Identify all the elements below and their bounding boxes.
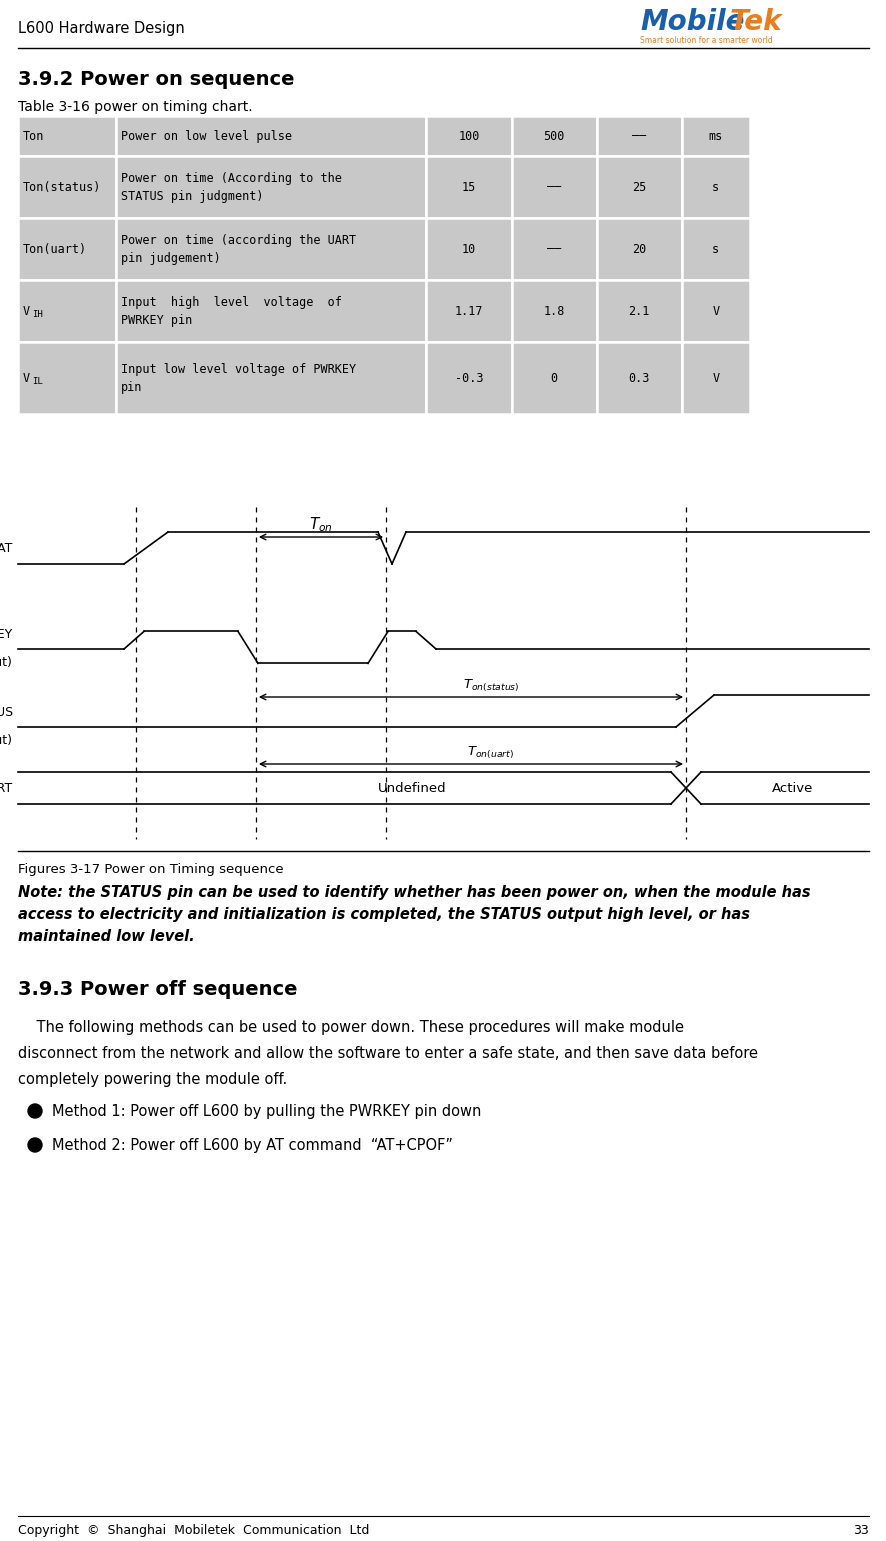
Text: UART: UART [0,781,13,795]
Text: Smart solution for a smarter world: Smart solution for a smarter world [640,35,772,45]
Bar [511,217,596,280]
Text: 10: 10 [462,242,476,256]
Bar [116,156,426,217]
Text: Tek: Tek [729,8,781,35]
Text: Undefined: Undefined [377,781,446,795]
Bar [681,280,749,342]
Bar [681,116,749,156]
Bar [681,217,749,280]
Text: VBAT: VBAT [0,541,13,555]
Bar [18,342,116,415]
Text: Ton(status): Ton(status) [23,180,101,194]
Text: PWRKEY: PWRKEY [0,629,13,641]
Bar [18,280,116,342]
Text: Mobile: Mobile [640,8,743,35]
Text: Table 3-16 power on timing chart.: Table 3-16 power on timing chart. [18,100,253,114]
Bar [596,217,681,280]
Text: 2.1: 2.1 [628,305,649,317]
Text: Copyright  ©  Shanghai  Mobiletek  Communication  Ltd: Copyright © Shanghai Mobiletek Communica… [18,1524,369,1536]
Bar [116,280,426,342]
Text: ——: —— [632,129,646,142]
Bar [596,156,681,217]
Bar [596,342,681,415]
Text: V: V [23,305,30,317]
Text: $T_{on(status)}$: $T_{on(status)}$ [462,678,518,693]
Text: L600 Hardware Design: L600 Hardware Design [18,20,184,35]
Bar [596,116,681,156]
Text: Input low level voltage of PWRKEY
pin: Input low level voltage of PWRKEY pin [120,362,355,393]
Text: STATUS: STATUS [0,706,13,720]
Text: access to electricity and initialization is completed, the STATUS output high le: access to electricity and initialization… [18,908,750,922]
Bar [426,342,511,415]
Bar [511,280,596,342]
Bar [596,280,681,342]
Bar [18,116,116,156]
Text: IH: IH [32,310,43,319]
Text: 0.3: 0.3 [628,371,649,385]
Bar [426,217,511,280]
Bar [511,156,596,217]
Bar [511,342,596,415]
Text: $T_{on(uart)}$: $T_{on(uart)}$ [467,744,514,761]
Text: s: s [711,242,719,256]
Bar [18,217,116,280]
Bar [426,116,511,156]
Text: Method 1: Power off L600 by pulling the PWRKEY pin down: Method 1: Power off L600 by pulling the … [52,1103,481,1119]
Text: (Output): (Output) [0,720,13,747]
Text: IL: IL [32,376,43,385]
Text: Figures 3-17 Power on Timing sequence: Figures 3-17 Power on Timing sequence [18,863,284,875]
Bar [681,342,749,415]
Text: 0: 0 [550,371,557,385]
Text: The following methods can be used to power down. These procedures will make modu: The following methods can be used to pow… [18,1020,683,1036]
Bar [426,156,511,217]
Text: -0.3: -0.3 [455,371,483,385]
Bar [116,217,426,280]
Text: V: V [711,305,719,317]
Text: 3.9.2 Power on sequence: 3.9.2 Power on sequence [18,69,294,89]
Bar [511,116,596,156]
Bar [116,342,426,415]
Bar [681,156,749,217]
Circle shape [28,1137,42,1153]
Text: 20: 20 [632,242,646,256]
Text: ——: —— [547,242,561,256]
Text: (Input): (Input) [0,641,13,669]
Text: Input  high  level  voltage  of
PWRKEY pin: Input high level voltage of PWRKEY pin [120,296,341,327]
Text: Ton(uart): Ton(uart) [23,242,87,256]
Text: 25: 25 [632,180,646,194]
Text: 3.9.3 Power off sequence: 3.9.3 Power off sequence [18,980,297,999]
Text: V: V [711,371,719,385]
Text: completely powering the module off.: completely powering the module off. [18,1073,287,1086]
Text: Power on time (According to the
STATUS pin judgment): Power on time (According to the STATUS p… [120,171,341,202]
Text: Method 2: Power off L600 by AT command  “AT+CPOF”: Method 2: Power off L600 by AT command “… [52,1137,453,1153]
Text: s: s [711,180,719,194]
Text: 15: 15 [462,180,476,194]
Text: ——: —— [547,180,561,194]
Text: Ton: Ton [23,129,44,142]
Text: $T_{on}$: $T_{on}$ [308,515,332,535]
Bar [426,280,511,342]
Text: disconnect from the network and allow the software to enter a safe state, and th: disconnect from the network and allow th… [18,1046,758,1062]
Text: ms: ms [708,129,722,142]
Bar [116,116,426,156]
Text: 33: 33 [852,1524,868,1536]
Bar [18,156,116,217]
Text: Power on low level pulse: Power on low level pulse [120,129,291,142]
Text: Note: the STATUS pin can be used to identify whether has been power on, when the: Note: the STATUS pin can be used to iden… [18,885,810,900]
Text: 1.17: 1.17 [455,305,483,317]
Text: 1.8: 1.8 [543,305,564,317]
Text: 500: 500 [543,129,564,142]
Text: Active: Active [771,781,812,795]
Text: maintained low level.: maintained low level. [18,929,194,945]
Text: 100: 100 [458,129,479,142]
Circle shape [28,1103,42,1119]
Text: Power on time (according the UART
pin judgement): Power on time (according the UART pin ju… [120,234,355,265]
Text: V: V [23,371,30,385]
